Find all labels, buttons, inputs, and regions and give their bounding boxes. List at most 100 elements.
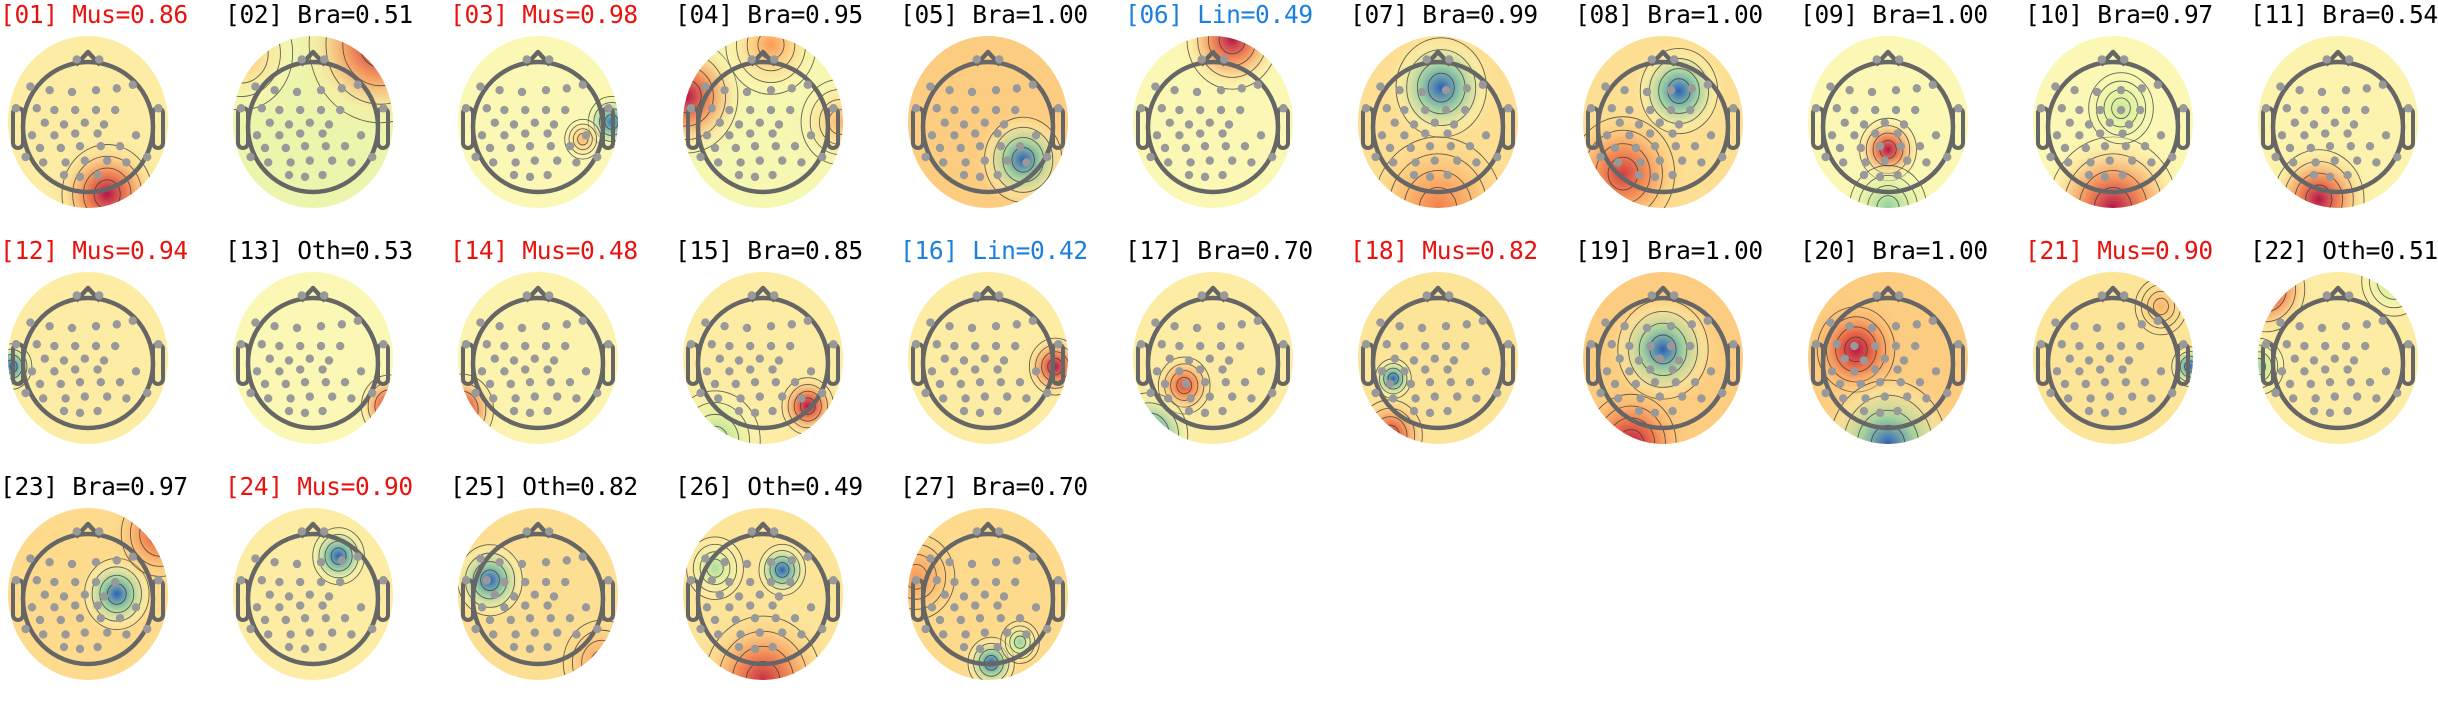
- electrode-dot: [32, 104, 41, 113]
- electrode-dot: [771, 613, 780, 623]
- electrode-dot: [1237, 320, 1246, 329]
- electrode-dot: [806, 603, 816, 612]
- electrode-dot: [2317, 87, 2327, 97]
- electrode-dot: [1200, 377, 1210, 387]
- electrode-dot: [921, 388, 930, 398]
- electrode-dot: [1157, 340, 1166, 349]
- electrode-dot: [750, 172, 760, 182]
- electrode-dot: [731, 143, 740, 153]
- electrode-dot: [80, 392, 90, 401]
- electrode-dot: [59, 120, 69, 129]
- electrode-dot: [1646, 365, 1655, 374]
- electrode-dot: [971, 577, 980, 587]
- electrode-dot: [2046, 388, 2055, 398]
- scalp-topomap: [1358, 272, 1518, 444]
- electrode-dot: [2285, 379, 2295, 389]
- electrode-dot: [297, 527, 306, 536]
- electrode-dot: [2321, 365, 2330, 374]
- electrode-dot: [604, 340, 613, 349]
- electrode-dot: [1228, 392, 1237, 401]
- component-label: [15] Bra=0.85: [675, 236, 863, 265]
- electrode-dot: [2290, 354, 2299, 363]
- electrode-dot: [714, 158, 723, 167]
- electrode-dot: [747, 55, 756, 64]
- electrode-dot: [1872, 291, 1881, 300]
- scalp-topomap: [1133, 36, 1293, 208]
- electrode-dot: [1821, 152, 1830, 162]
- electrode-dot: [521, 601, 530, 610]
- electrode-dot: [818, 388, 827, 398]
- electrode-dot: [2295, 321, 2304, 331]
- electrode-dot: [530, 118, 539, 127]
- electrode-dot: [2306, 379, 2315, 389]
- electrode-dot: [1003, 392, 1012, 401]
- electrode-dot: [1840, 354, 1849, 363]
- electrode-dot: [471, 624, 480, 634]
- topomap-cell: [23] Bra=0.97: [0, 472, 225, 708]
- electrode-dot: [316, 321, 326, 331]
- electrode-dot: [2084, 170, 2094, 180]
- topomap-cell: [26] Oth=0.49: [675, 472, 900, 708]
- electrode-dot: [1268, 388, 1277, 398]
- electrode-dot: [522, 291, 531, 300]
- electrode-dot: [1022, 394, 1031, 403]
- electrode-dot: [950, 577, 959, 587]
- electrode-dot: [1861, 158, 1870, 167]
- electrode-dot: [324, 356, 334, 365]
- electrode-dot: [72, 55, 82, 64]
- electrode-dot: [1441, 321, 1451, 331]
- electrode-dot: [778, 156, 787, 165]
- electrode-dot: [766, 577, 776, 587]
- electrode-dot: [1880, 156, 1889, 165]
- electrode-dot: [2300, 131, 2309, 140]
- electrode-dot: [67, 559, 77, 569]
- electrode-dot: [1003, 628, 1012, 637]
- electrode-dot: [1175, 367, 1184, 376]
- electrode-dot: [111, 341, 120, 351]
- electrode-dot: [1596, 152, 1605, 162]
- electrode-dot: [1893, 406, 1902, 416]
- electrode-dot: [707, 576, 716, 585]
- electrode-dot: [2065, 354, 2074, 363]
- electrode-dot: [541, 105, 551, 115]
- electrode-dot: [1706, 131, 1716, 140]
- topomap-cell: [25] Oth=0.82: [450, 472, 675, 708]
- electrode-dot: [509, 642, 519, 652]
- electrode-dot: [11, 340, 21, 349]
- electrode-dot: [1160, 379, 1170, 389]
- electrode-dot: [1899, 120, 1909, 129]
- electrode-dot: [1031, 367, 1041, 376]
- electrode-dot: [521, 341, 530, 351]
- electrode-dot: [489, 394, 498, 403]
- scalp-topomap: [683, 36, 843, 208]
- electrode-dot: [2295, 85, 2304, 95]
- electrode-dot: [509, 406, 519, 416]
- electrode-dot: [1871, 105, 1880, 115]
- electrode-dot: [1022, 158, 1031, 167]
- electrode-dot: [1409, 406, 1419, 416]
- electrode-dot: [21, 152, 30, 162]
- electrode-dot: [131, 131, 141, 140]
- topomap-cell: [08] Bra=1.00: [1575, 0, 1800, 236]
- electrode-dot: [495, 557, 504, 567]
- electrode-dot: [1636, 158, 1645, 167]
- electrode-dot: [482, 104, 491, 113]
- electrode-dot: [305, 156, 314, 165]
- electrode-dot: [1911, 341, 1920, 351]
- electrode-dot: [710, 143, 720, 153]
- electrode-dot: [2137, 84, 2146, 93]
- electrode-dot: [2105, 118, 2114, 127]
- topomap-cell: [14] Mus=0.48: [450, 236, 675, 472]
- scalp-topomap: [908, 508, 1068, 680]
- topomap-cell: [22] Oth=0.51: [2250, 236, 2438, 472]
- electrode-dot: [1268, 152, 1277, 162]
- electrode-dot: [2156, 131, 2166, 140]
- electrode-dot: [2311, 158, 2320, 167]
- electrode-dot: [2393, 388, 2402, 398]
- electrode-dot: [71, 129, 80, 138]
- component-label: [18] Mus=0.82: [1350, 236, 1538, 265]
- electrode-dot: [1465, 141, 1475, 151]
- electrode-dot: [252, 131, 262, 140]
- electrode-dot: [971, 365, 980, 374]
- electrode-dot: [768, 129, 777, 138]
